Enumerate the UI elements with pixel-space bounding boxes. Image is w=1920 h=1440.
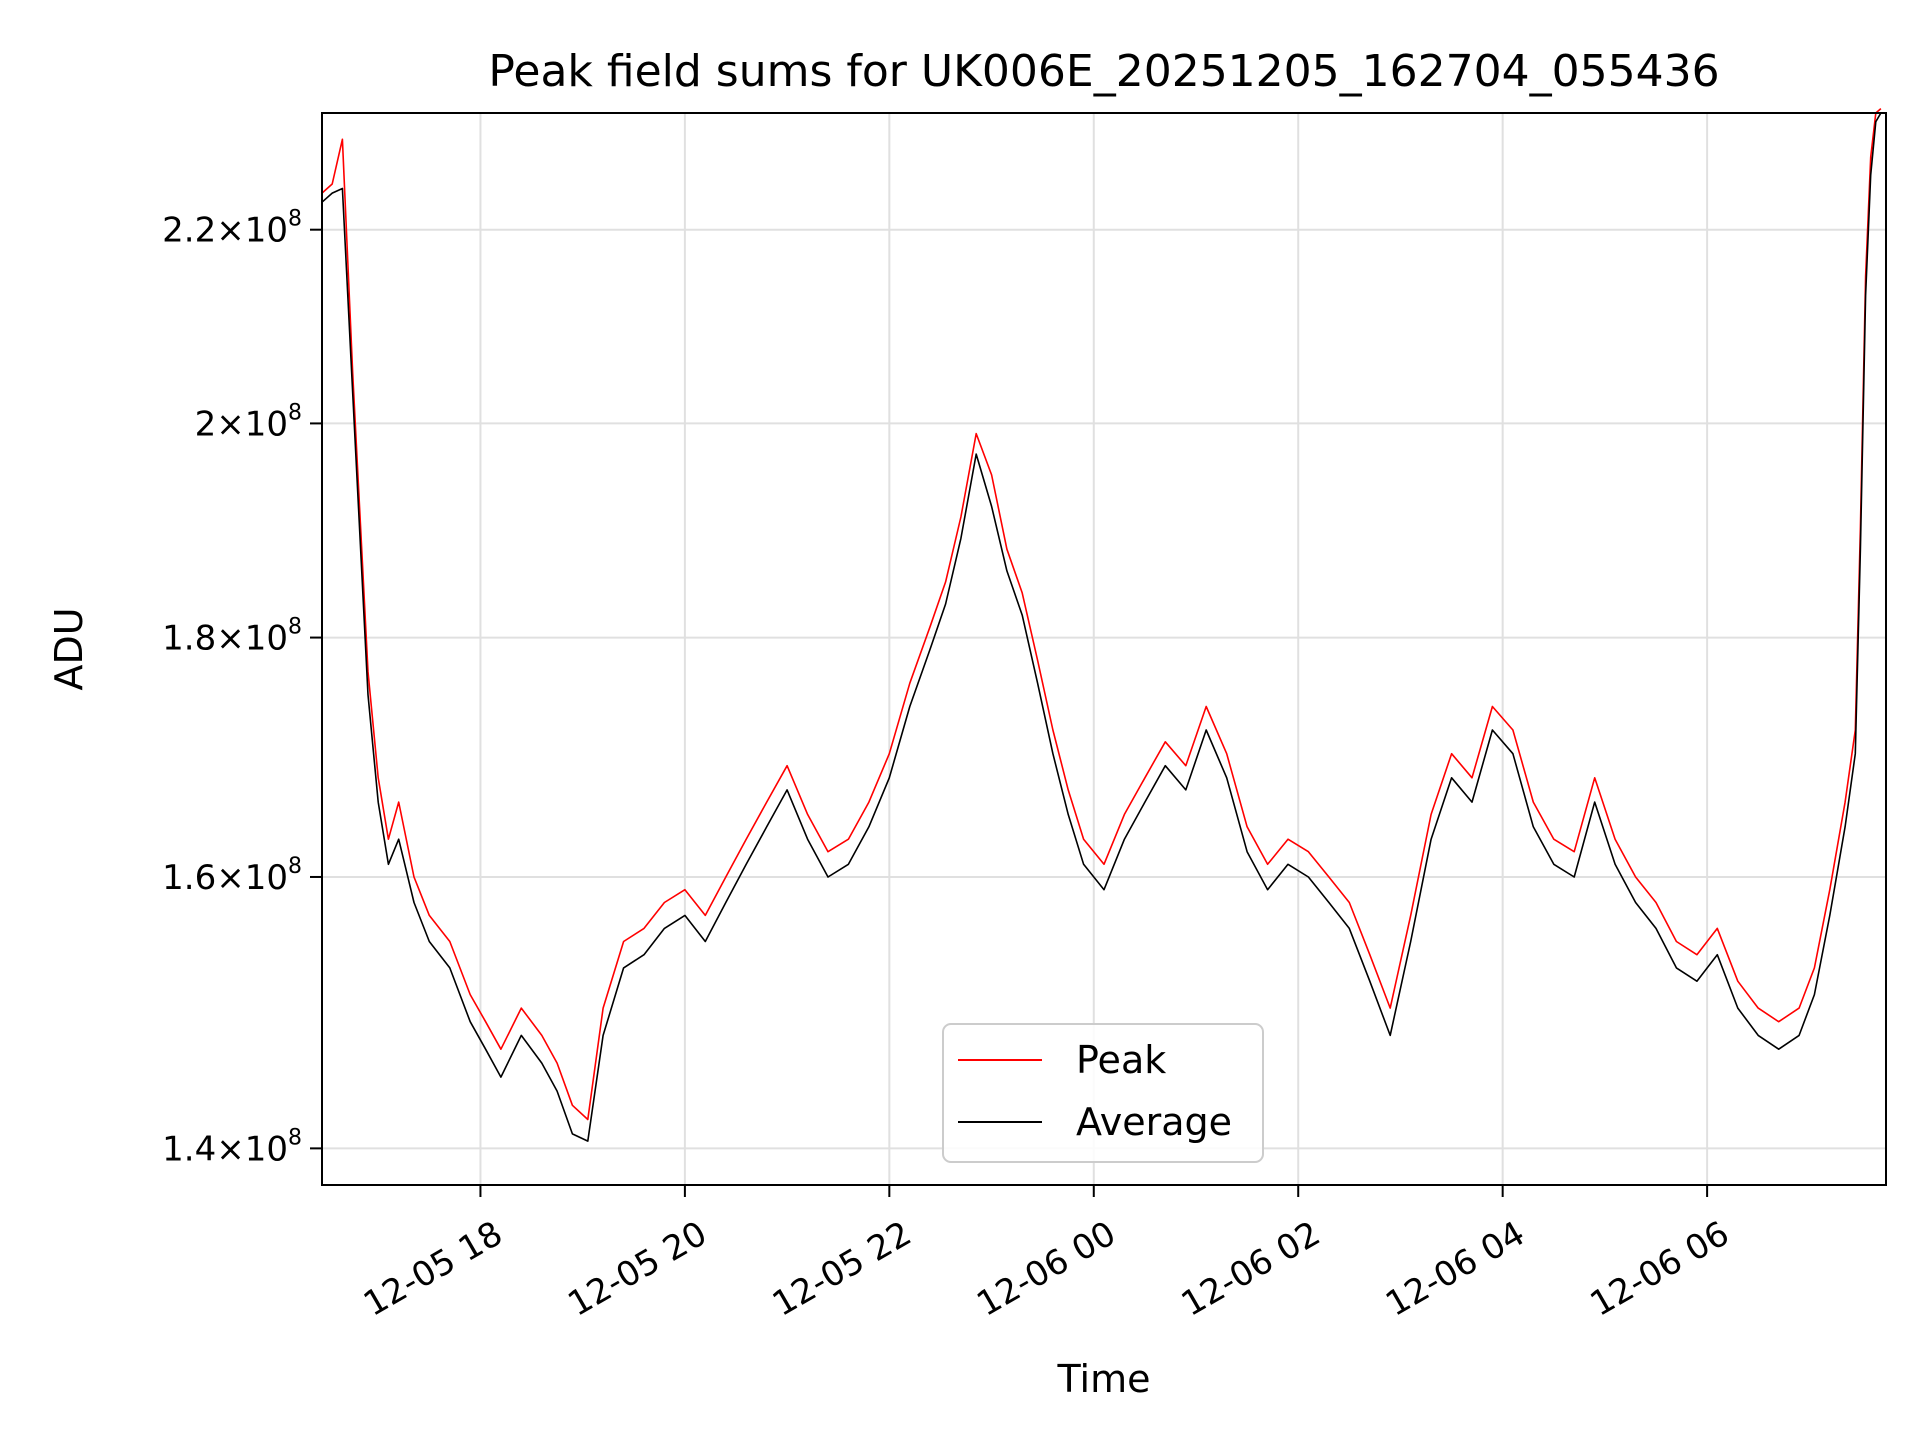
- legend-label-average: Average: [1076, 1100, 1232, 1144]
- grid-lines: [322, 113, 1886, 1185]
- y-tick-label: 1.6×108: [162, 854, 302, 898]
- y-axis-label: ADU: [47, 607, 91, 690]
- chart-title: Peak field sums for UK006E_20251205_1627…: [488, 46, 1719, 97]
- series-line-average: [321, 112, 1882, 1142]
- series-lines: [321, 107, 1882, 1142]
- legend-box: [942, 1023, 1264, 1163]
- legend: Peak Average: [942, 1023, 1264, 1163]
- plot-area-frame: [321, 112, 1887, 1186]
- x-axis-label: Time: [1057, 1357, 1151, 1401]
- y-tick-label: 2.2×108: [162, 207, 302, 251]
- y-tick-label: 1.4×108: [162, 1125, 302, 1169]
- series-line-peak: [321, 107, 1882, 1121]
- legend-label-peak: Peak: [1076, 1038, 1166, 1082]
- y-tick-label: 2×108: [195, 400, 302, 444]
- y-tick-label: 1.8×108: [162, 615, 302, 659]
- y-axis-ticks: 1.4×108 1.6×108 1.8×108 2×108 2.2×108: [162, 207, 322, 1169]
